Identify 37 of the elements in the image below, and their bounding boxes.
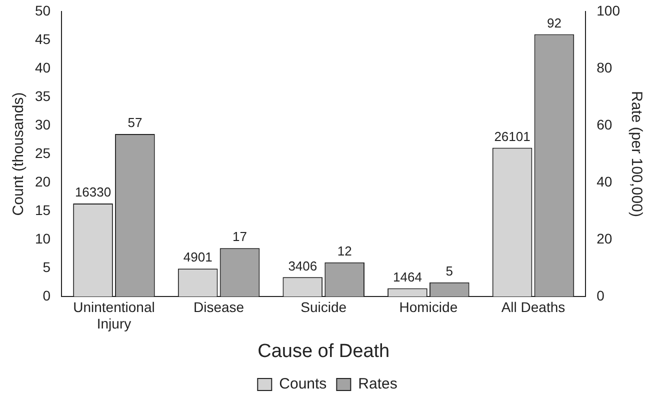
data-label: 17 [232,229,247,244]
data-label: 92 [546,15,562,30]
y-tick-label: 25 [34,144,51,161]
y-tick-label: 20 [34,173,51,190]
y-tick-label: 40 [34,59,51,76]
data-label: 5 [446,263,453,278]
y-tick-label: 5 [42,258,51,275]
y2-tick-label: 60 [596,116,612,132]
y2-tick-label: 20 [596,230,612,246]
legend-label: Counts [279,376,327,393]
y2-axis-title: Rate (per 100,000) [628,91,645,217]
y-tick-label: 0 [42,287,51,304]
y2-tick-label: 80 [596,59,612,76]
y-tick-label: 30 [34,116,51,132]
x-axis-title: Cause of Death [258,340,390,362]
data-label: 12 [337,243,352,258]
y2-tick-label: 100 [596,2,620,18]
x-tick-label: Disease [193,298,244,315]
y2-tick-label: 40 [596,173,612,190]
y-tick-label: 45 [34,30,51,47]
y-tick-label: 15 [34,202,51,218]
annotation: 1464 [392,269,422,284]
annotation: 3406 [288,258,318,274]
y2-tick-label: 0 [596,287,605,304]
y-tick-label: 50 [34,2,51,18]
x-tick-label: Homicide [399,298,458,315]
y-tick-label: 35 [34,88,51,104]
x-tick-label: Unintentional Injury [73,298,155,332]
annotation: 26101 [494,128,530,144]
x-tick-label: All Deaths [501,298,566,315]
data-label: 57 [128,115,142,130]
annotation: 4901 [183,250,212,265]
y-tick-label: 10 [34,230,51,246]
legend-label: Rates [358,376,398,393]
annotation: 16330 [74,184,112,200]
x-tick-label: Suicide [300,298,347,315]
y-axis-title: Count (thousands) [10,92,28,216]
